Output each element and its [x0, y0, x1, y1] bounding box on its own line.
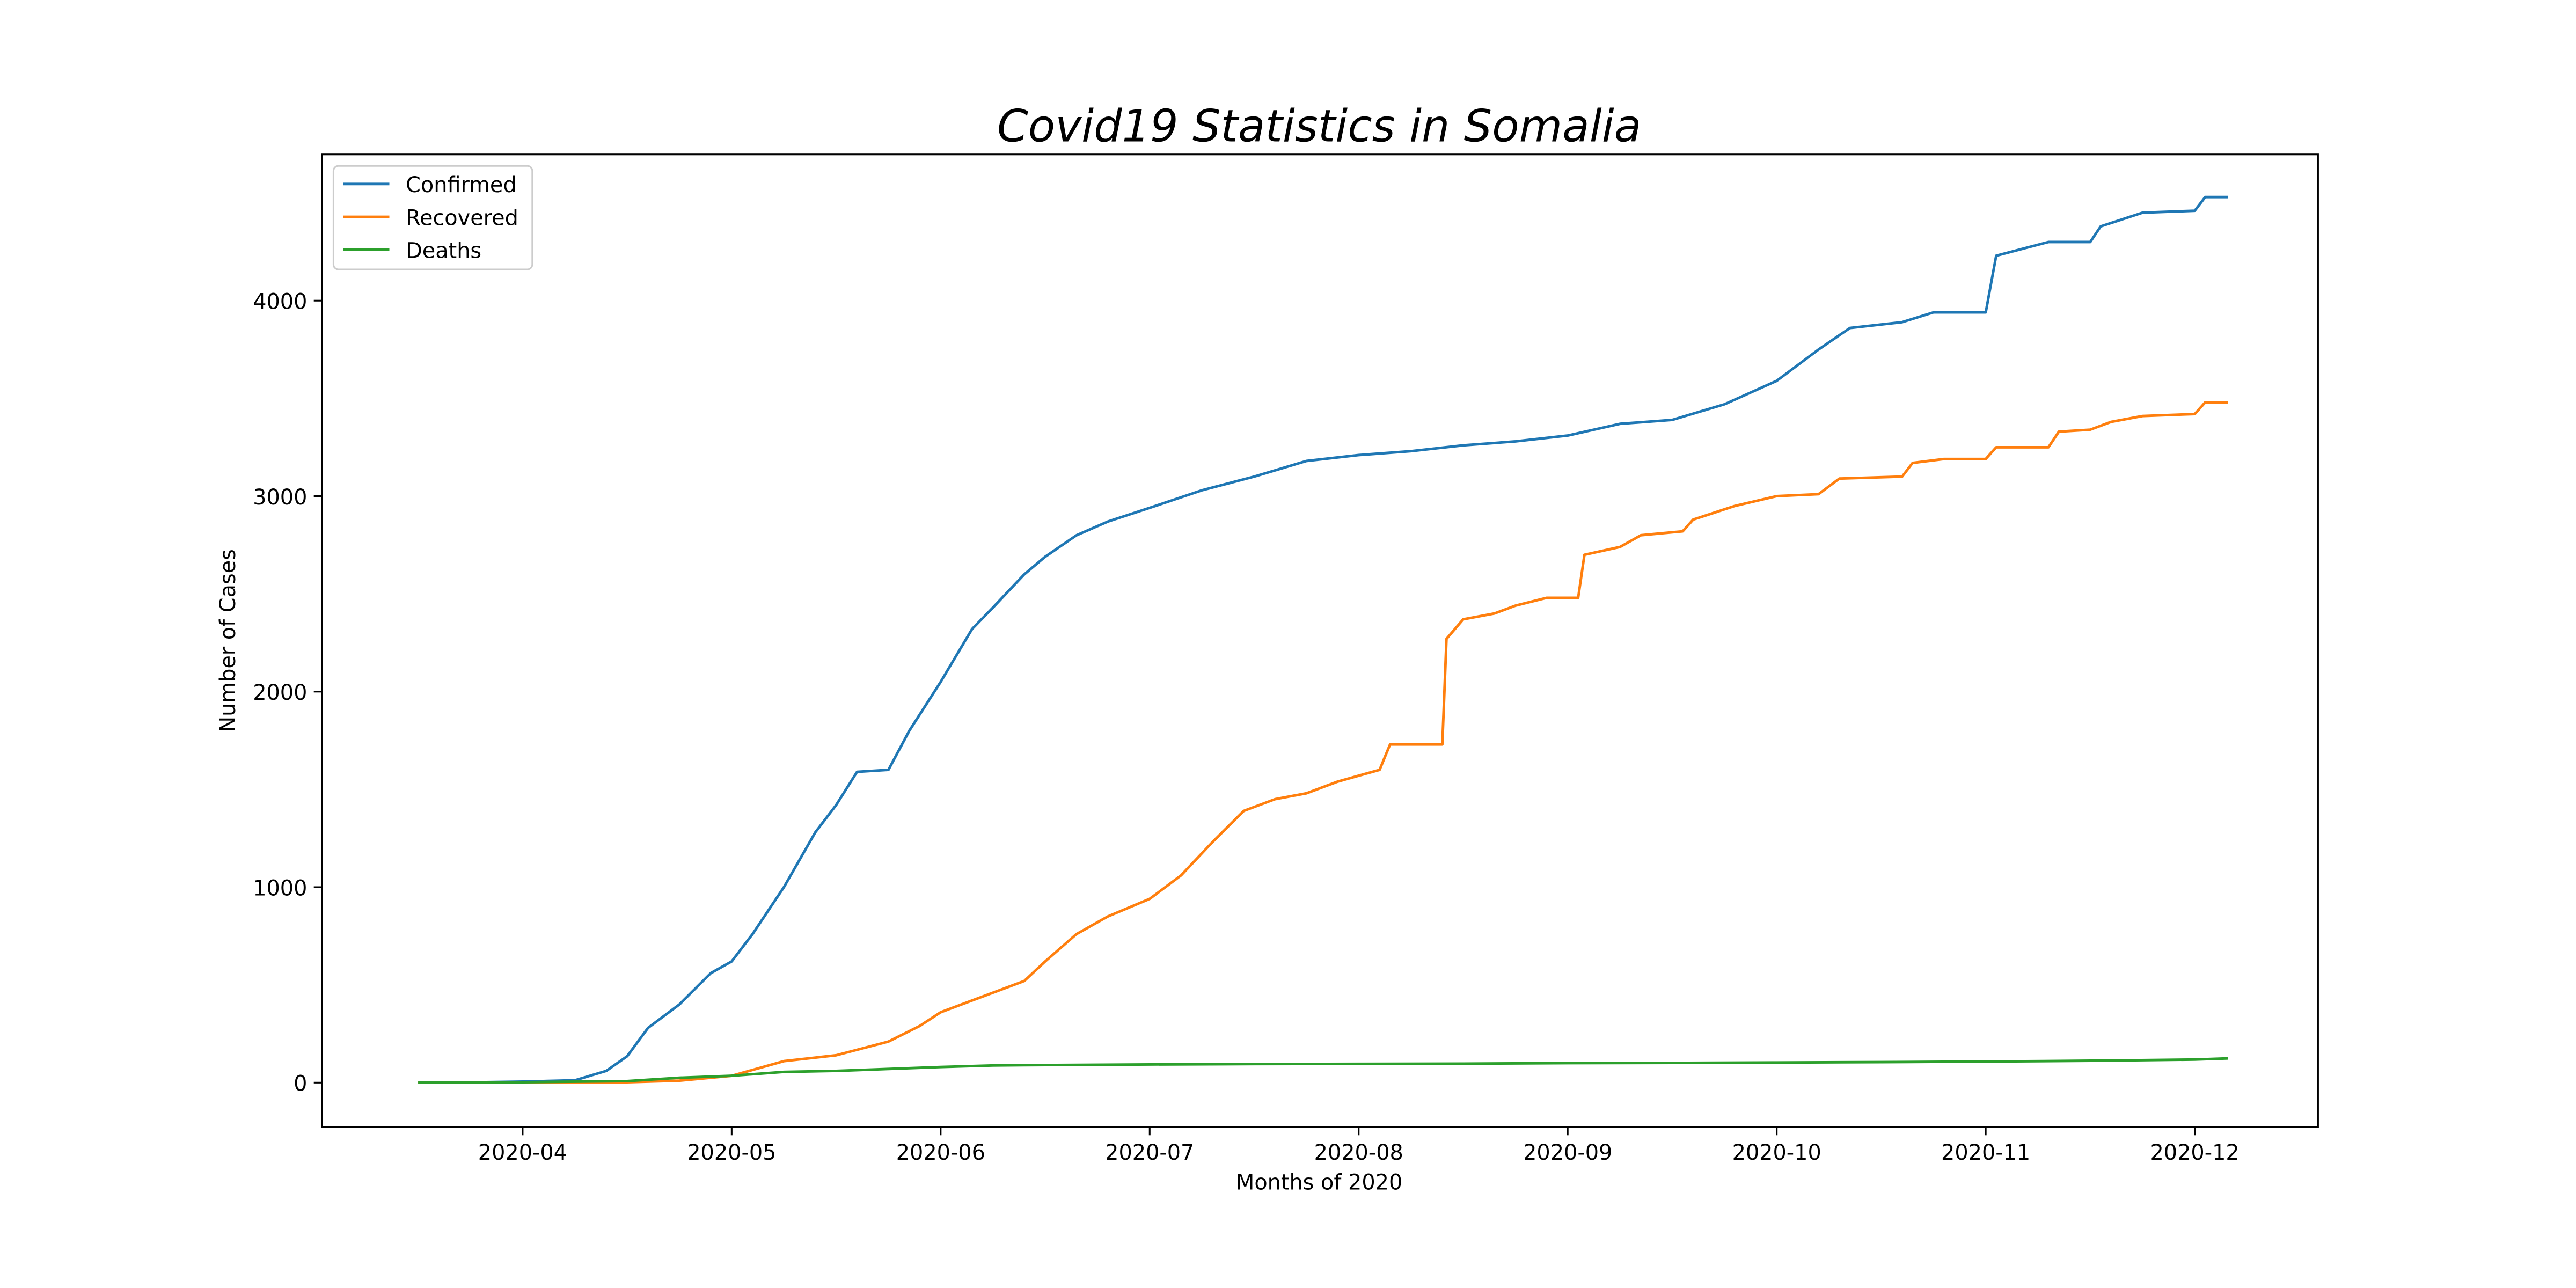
legend-label: Recovered	[406, 206, 518, 230]
line-series	[418, 401, 2228, 1084]
x-tick-label: 2020-08	[1314, 1140, 1403, 1165]
line-series	[418, 195, 2228, 1084]
y-tick-label: 1000	[253, 876, 307, 901]
x-tick-label: 2020-06	[896, 1140, 985, 1165]
legend-box	[332, 165, 533, 270]
x-axis-label: Months of 2020	[1236, 1170, 1402, 1195]
legend-label: Deaths	[406, 239, 481, 264]
y-tick-label: 0	[294, 1072, 307, 1096]
y-tick-label: 2000	[253, 680, 307, 705]
x-tick-label: 2020-07	[1105, 1140, 1194, 1165]
x-tick-label: 2020-04	[478, 1140, 567, 1165]
legend-label: Confirmed	[406, 173, 517, 197]
x-tick-label: 2020-11	[1941, 1140, 2030, 1165]
y-axis-label: Number of Cases	[216, 549, 240, 733]
plot-frame	[321, 153, 2319, 1128]
chart-title: Covid19 Statistics in Somalia	[997, 100, 1641, 152]
x-tick-label: 2020-05	[687, 1140, 776, 1165]
x-tick-label: 2020-09	[1523, 1140, 1612, 1165]
y-tick-label: 4000	[253, 290, 307, 314]
y-tick-label: 3000	[253, 485, 307, 510]
x-tick-label: 2020-12	[2150, 1140, 2239, 1165]
x-tick-label: 2020-10	[1732, 1140, 1821, 1165]
line-series	[418, 1057, 2228, 1084]
